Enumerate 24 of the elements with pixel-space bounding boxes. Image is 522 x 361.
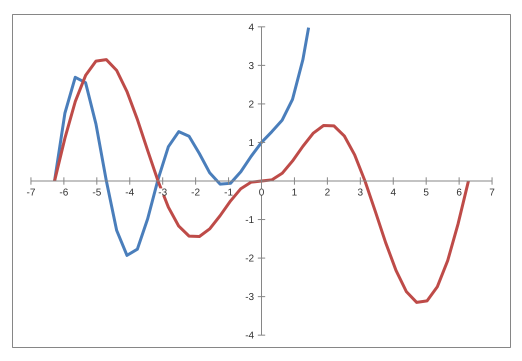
y-tick-label: -1 <box>245 215 255 226</box>
x-tick-label: -7 <box>26 187 36 198</box>
x-tick-label: -6 <box>59 187 69 198</box>
x-tick-label: -3 <box>158 187 168 198</box>
y-tick-label: 3 <box>248 60 255 72</box>
y-tick-label: 1 <box>248 138 255 149</box>
x-tick-label: 0 <box>258 187 265 198</box>
x-tick-label: -4 <box>125 187 135 198</box>
x-tick-label: 2 <box>324 187 331 198</box>
x-tick-label: -5 <box>92 187 102 198</box>
y-tick-label: -2 <box>245 254 255 265</box>
x-tick-label: 4 <box>390 187 396 198</box>
y-tick-label: -4 <box>245 330 255 342</box>
y-tick-label: 4 <box>248 22 255 34</box>
line-series <box>53 58 470 304</box>
x-tick-label: -1 <box>224 187 234 198</box>
x-tick-label: 5 <box>423 187 430 198</box>
y-tick-label: 2 <box>248 99 255 110</box>
x-tick-label: 7 <box>489 187 496 198</box>
x-tick-label: 6 <box>456 187 462 198</box>
y-tick-label: -3 <box>245 292 255 304</box>
x-tick-label: 1 <box>292 187 298 198</box>
x-tick-label: 3 <box>358 187 364 198</box>
x-tick-label: -2 <box>191 187 201 198</box>
